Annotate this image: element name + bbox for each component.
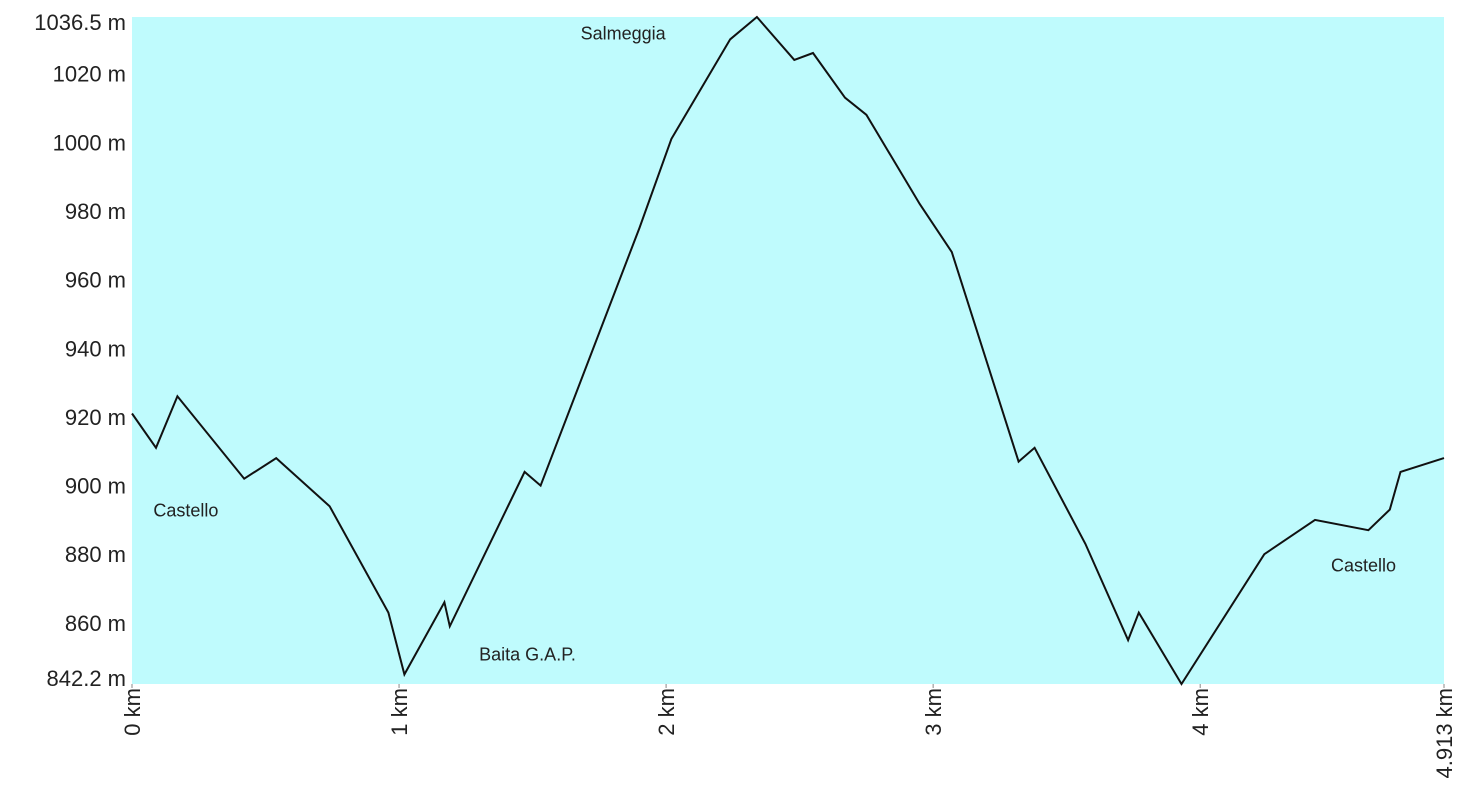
elevation-line (131, 15, 1445, 686)
x-tick-label: 0 km (120, 688, 145, 736)
y-tick-label: 920 m (65, 405, 126, 430)
x-tick-label: 3 km (921, 688, 946, 736)
y-tick-label: 980 m (65, 199, 126, 224)
y-tick-label: 860 m (65, 611, 126, 636)
y-tick-label: 960 m (65, 268, 126, 293)
y-tick-label: 900 m (65, 474, 126, 499)
y-tick-label: 940 m (65, 336, 126, 361)
y-tick-label: 1020 m (53, 62, 126, 87)
y-tick-label: 842.2 m (47, 666, 127, 691)
place-label: Castello (1331, 555, 1396, 575)
place-label: Castello (153, 500, 218, 520)
x-axis: 0 km 1 km 2 km 3 km 4 km 4.913 km (120, 684, 1457, 779)
y-tick-label: 1036.5 m (34, 10, 126, 35)
x-tick-label: 4 km (1188, 688, 1213, 736)
x-tick-label: 2 km (654, 688, 679, 736)
x-tick-label: 4.913 km (1432, 688, 1457, 779)
place-label: Baita G.A.P. (479, 645, 576, 665)
y-tick-label: 880 m (65, 542, 126, 567)
y-tick-label: 1000 m (53, 130, 126, 155)
x-tick-label: 1 km (387, 688, 412, 736)
plot-area (132, 17, 1444, 684)
annotations: Castello Baita G.A.P. Salmeggia Castello (153, 23, 1396, 664)
place-label: Salmeggia (581, 23, 667, 43)
y-axis: 842.2 m 860 m 880 m 900 m 920 m 940 m 960 m 980… (34, 10, 126, 691)
